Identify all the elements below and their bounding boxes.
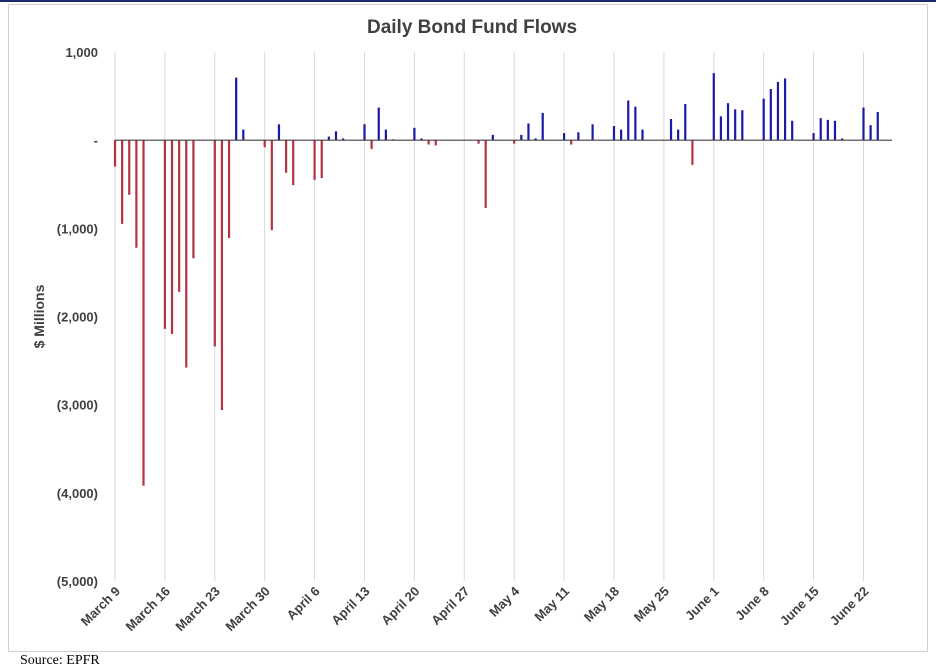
x-tick-label: June 22: [827, 584, 872, 629]
x-tick-label: May 18: [581, 584, 622, 625]
y-tick-label: (5,000): [57, 574, 98, 589]
x-tick-label: April 20: [378, 584, 422, 628]
y-axis-label: $ Millions: [31, 284, 47, 348]
x-tick-label: May 25: [631, 584, 672, 625]
x-tick-label: June 1: [682, 584, 722, 624]
y-tick-label: (2,000): [57, 310, 98, 325]
y-tick-label: -: [94, 133, 98, 148]
chart-title: Daily Bond Fund Flows: [366, 17, 578, 38]
x-tick-label: April 13: [328, 584, 372, 628]
y-tick-label: (3,000): [57, 398, 98, 413]
source-note: Source: EPFR: [20, 653, 100, 668]
x-tick-label: April 6: [283, 584, 322, 623]
y-tick-label: (4,000): [57, 486, 98, 501]
top-rule: [0, 0, 936, 2]
x-tick-label: March 30: [222, 584, 272, 634]
x-tick-label: March 23: [172, 584, 222, 634]
x-tick-label: June 15: [777, 584, 822, 629]
chart-frame: Daily Bond Fund Flows: [8, 4, 928, 652]
y-tick-label: (1,000): [57, 221, 98, 236]
x-tick-label: June 8: [732, 584, 772, 624]
y-tick-label: 1,000: [65, 45, 98, 60]
x-tick-label: May 11: [531, 584, 572, 625]
x-tick-label: March 9: [78, 584, 123, 629]
x-tick-label: April 27: [428, 584, 472, 628]
x-tick-label: May 4: [486, 583, 523, 620]
x-tick-label: March 16: [123, 584, 173, 634]
